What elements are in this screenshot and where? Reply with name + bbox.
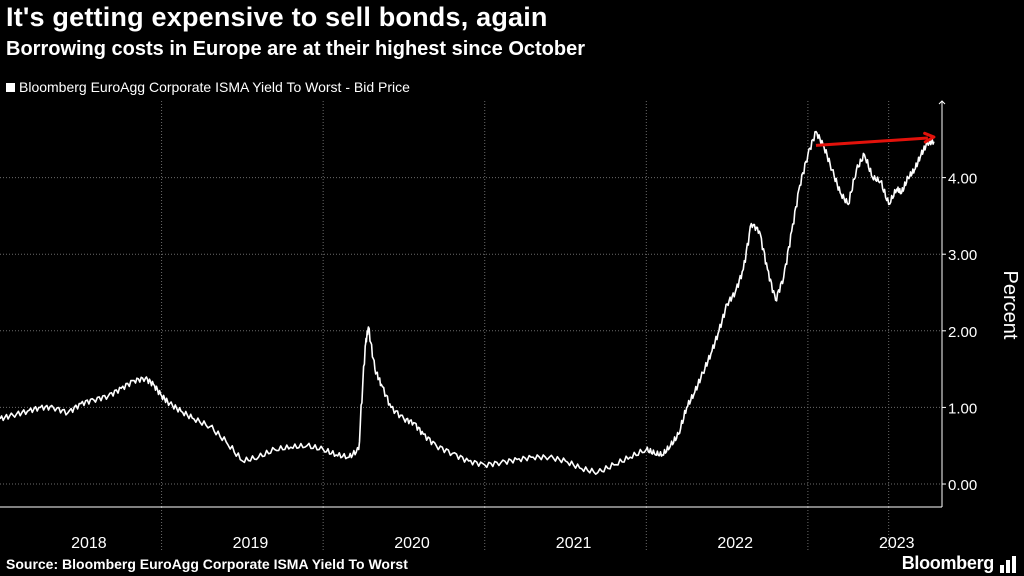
y-tick-label: 4.00 (948, 171, 977, 188)
legend: Bloomberg EuroAgg Corporate ISMA Yield T… (6, 79, 410, 95)
y-tick-label: 3.00 (948, 247, 977, 264)
legend-label: Bloomberg EuroAgg Corporate ISMA Yield T… (19, 79, 410, 95)
brand-logo: Bloomberg (901, 553, 995, 573)
y-axis-title: Percent (999, 271, 1021, 340)
annotation-arrow-shaft (815, 136, 929, 147)
y-tick-label: 1.00 (948, 400, 977, 417)
source-note: Source: Bloomberg EuroAgg Corporate ISMA… (6, 556, 408, 572)
chart-title: It's getting expensive to sell bonds, ag… (6, 2, 548, 32)
x-tick-label: 2018 (71, 535, 107, 552)
x-tick-label: 2020 (394, 535, 430, 552)
bloomberg-logo-icon (1000, 556, 1016, 573)
annotations (815, 131, 936, 147)
y-axis-arrow-icon (938, 100, 946, 105)
y-tick-label: 2.00 (948, 324, 977, 341)
x-tick-label: 2019 (233, 535, 269, 552)
grid (0, 101, 942, 551)
legend-swatch (6, 82, 15, 92)
series-line (0, 130, 935, 475)
x-tick-label: 2022 (717, 535, 753, 552)
series-layer (0, 130, 935, 475)
annotation-arrow-head-icon (923, 131, 936, 144)
x-tick-label: 2021 (556, 535, 592, 552)
y-tick-label: 0.00 (948, 477, 977, 494)
chart-subtitle: Borrowing costs in Europe are at their h… (6, 38, 586, 60)
x-tick-label: 2023 (879, 535, 915, 552)
axes: 0.00 1.00 2.00 3.00 4.00 2018 2019 2020 2021 2022… (0, 100, 1021, 552)
